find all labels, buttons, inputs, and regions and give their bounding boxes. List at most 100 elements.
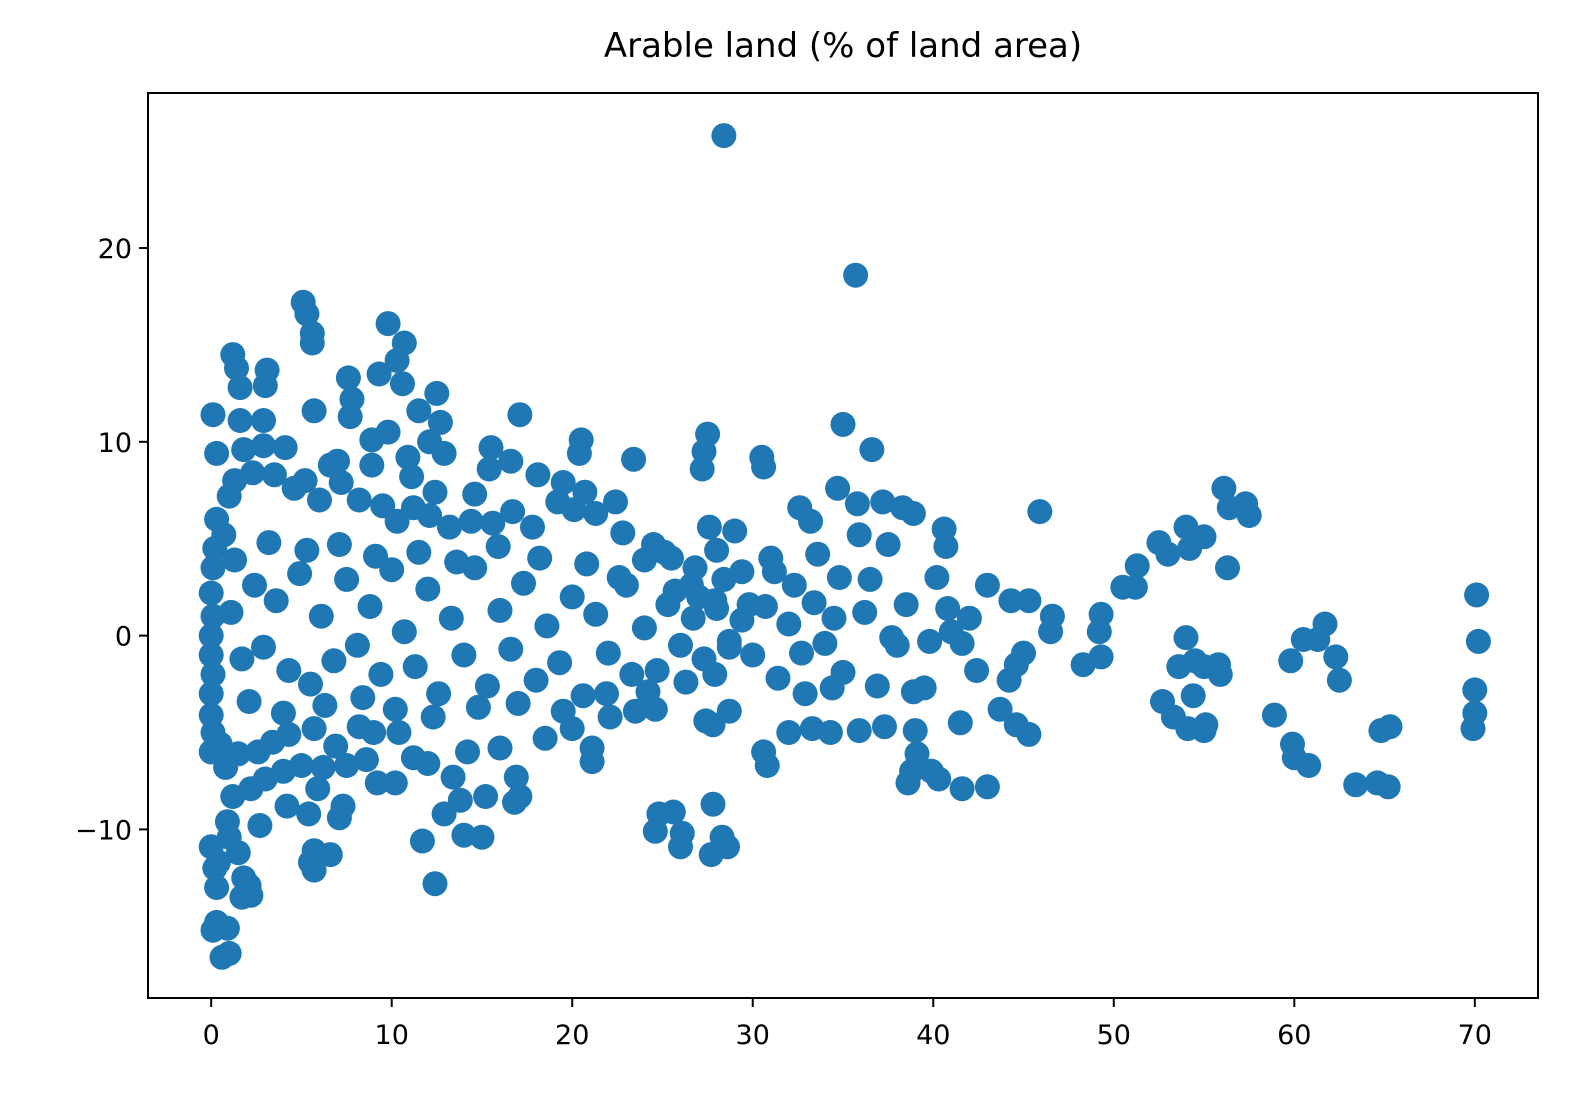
data-point <box>409 828 435 854</box>
data-point <box>294 537 320 563</box>
data-point <box>200 661 226 687</box>
points-layer <box>198 123 1491 970</box>
data-point <box>689 456 715 482</box>
data-point <box>505 690 531 716</box>
y-axis: −10 0 10 20 <box>75 234 148 846</box>
data-point <box>487 597 513 623</box>
data-point <box>870 489 896 515</box>
data-point <box>711 566 737 592</box>
data-point <box>507 784 533 809</box>
data-point <box>1305 627 1331 652</box>
data-point <box>635 679 661 705</box>
data-point <box>660 799 686 825</box>
data-point <box>801 590 827 616</box>
data-point <box>205 849 231 875</box>
data-point <box>204 875 230 900</box>
data-point <box>1027 499 1053 525</box>
data-point <box>826 565 852 590</box>
data-point <box>344 632 370 658</box>
data-point <box>406 539 432 565</box>
data-point <box>276 658 302 683</box>
data-point <box>1207 661 1233 687</box>
data-point <box>480 510 506 536</box>
data-point <box>478 435 504 461</box>
data-point <box>247 813 273 838</box>
data-point <box>427 409 453 435</box>
x-tick-label: 40 <box>916 1020 950 1051</box>
data-point <box>335 365 361 391</box>
data-point <box>789 640 814 666</box>
data-point <box>938 619 964 645</box>
data-point <box>334 566 360 592</box>
data-point <box>852 599 878 625</box>
data-point <box>631 615 657 641</box>
data-point <box>346 487 372 513</box>
data-point <box>276 721 302 747</box>
data-point <box>500 499 526 525</box>
data-point <box>198 623 224 649</box>
data-point <box>547 650 573 676</box>
data-point <box>231 865 257 891</box>
data-point <box>231 437 257 463</box>
data-point <box>323 733 349 759</box>
data-point <box>294 301 320 327</box>
data-point <box>631 547 657 573</box>
data-point <box>485 534 511 559</box>
data-point <box>846 718 872 744</box>
data-point <box>399 464 425 490</box>
x-axis: 0 10 20 30 40 50 60 70 <box>203 998 1492 1051</box>
data-point <box>214 809 240 835</box>
data-point <box>875 532 901 557</box>
data-point <box>550 698 576 724</box>
data-point <box>334 753 360 778</box>
data-point <box>527 545 553 571</box>
data-point <box>200 555 226 581</box>
data-point <box>375 311 401 337</box>
data-point <box>752 594 778 619</box>
data-point <box>507 402 533 428</box>
data-point <box>198 580 224 606</box>
data-point <box>1086 619 1112 645</box>
data-point <box>359 427 385 453</box>
data-point <box>473 784 499 809</box>
data-point <box>642 818 668 844</box>
data-point <box>200 402 226 428</box>
data-point <box>1011 640 1036 666</box>
data-point <box>451 822 477 848</box>
data-point <box>298 671 323 697</box>
data-point <box>595 640 621 666</box>
data-point <box>716 628 742 654</box>
data-point <box>417 503 443 528</box>
data-point <box>1465 628 1491 654</box>
data-point <box>198 681 224 707</box>
data-point <box>337 404 363 430</box>
x-tick-label: 50 <box>1097 1020 1131 1051</box>
data-point <box>893 592 919 618</box>
data-point <box>222 547 248 573</box>
data-point <box>1278 648 1304 674</box>
data-point <box>444 549 470 575</box>
data-point <box>1124 553 1150 579</box>
data-point <box>328 470 354 495</box>
data-point <box>420 704 446 730</box>
x-tick-label: 30 <box>736 1020 770 1051</box>
data-point <box>1155 541 1181 567</box>
data-point <box>310 754 336 780</box>
data-point <box>251 408 276 433</box>
data-point <box>715 834 740 860</box>
data-point <box>1191 718 1217 744</box>
data-point <box>792 681 818 707</box>
data-point <box>498 448 524 474</box>
data-point <box>1191 524 1217 550</box>
y-tick-label: −10 <box>75 815 132 846</box>
x-tick-label: 70 <box>1458 1020 1492 1051</box>
data-point <box>240 460 266 486</box>
data-point <box>363 543 388 569</box>
data-point <box>857 566 883 592</box>
data-point <box>613 572 639 598</box>
data-point <box>895 770 921 796</box>
data-point <box>711 123 737 149</box>
data-point <box>819 675 845 701</box>
data-point <box>532 725 558 751</box>
data-point <box>704 537 730 563</box>
